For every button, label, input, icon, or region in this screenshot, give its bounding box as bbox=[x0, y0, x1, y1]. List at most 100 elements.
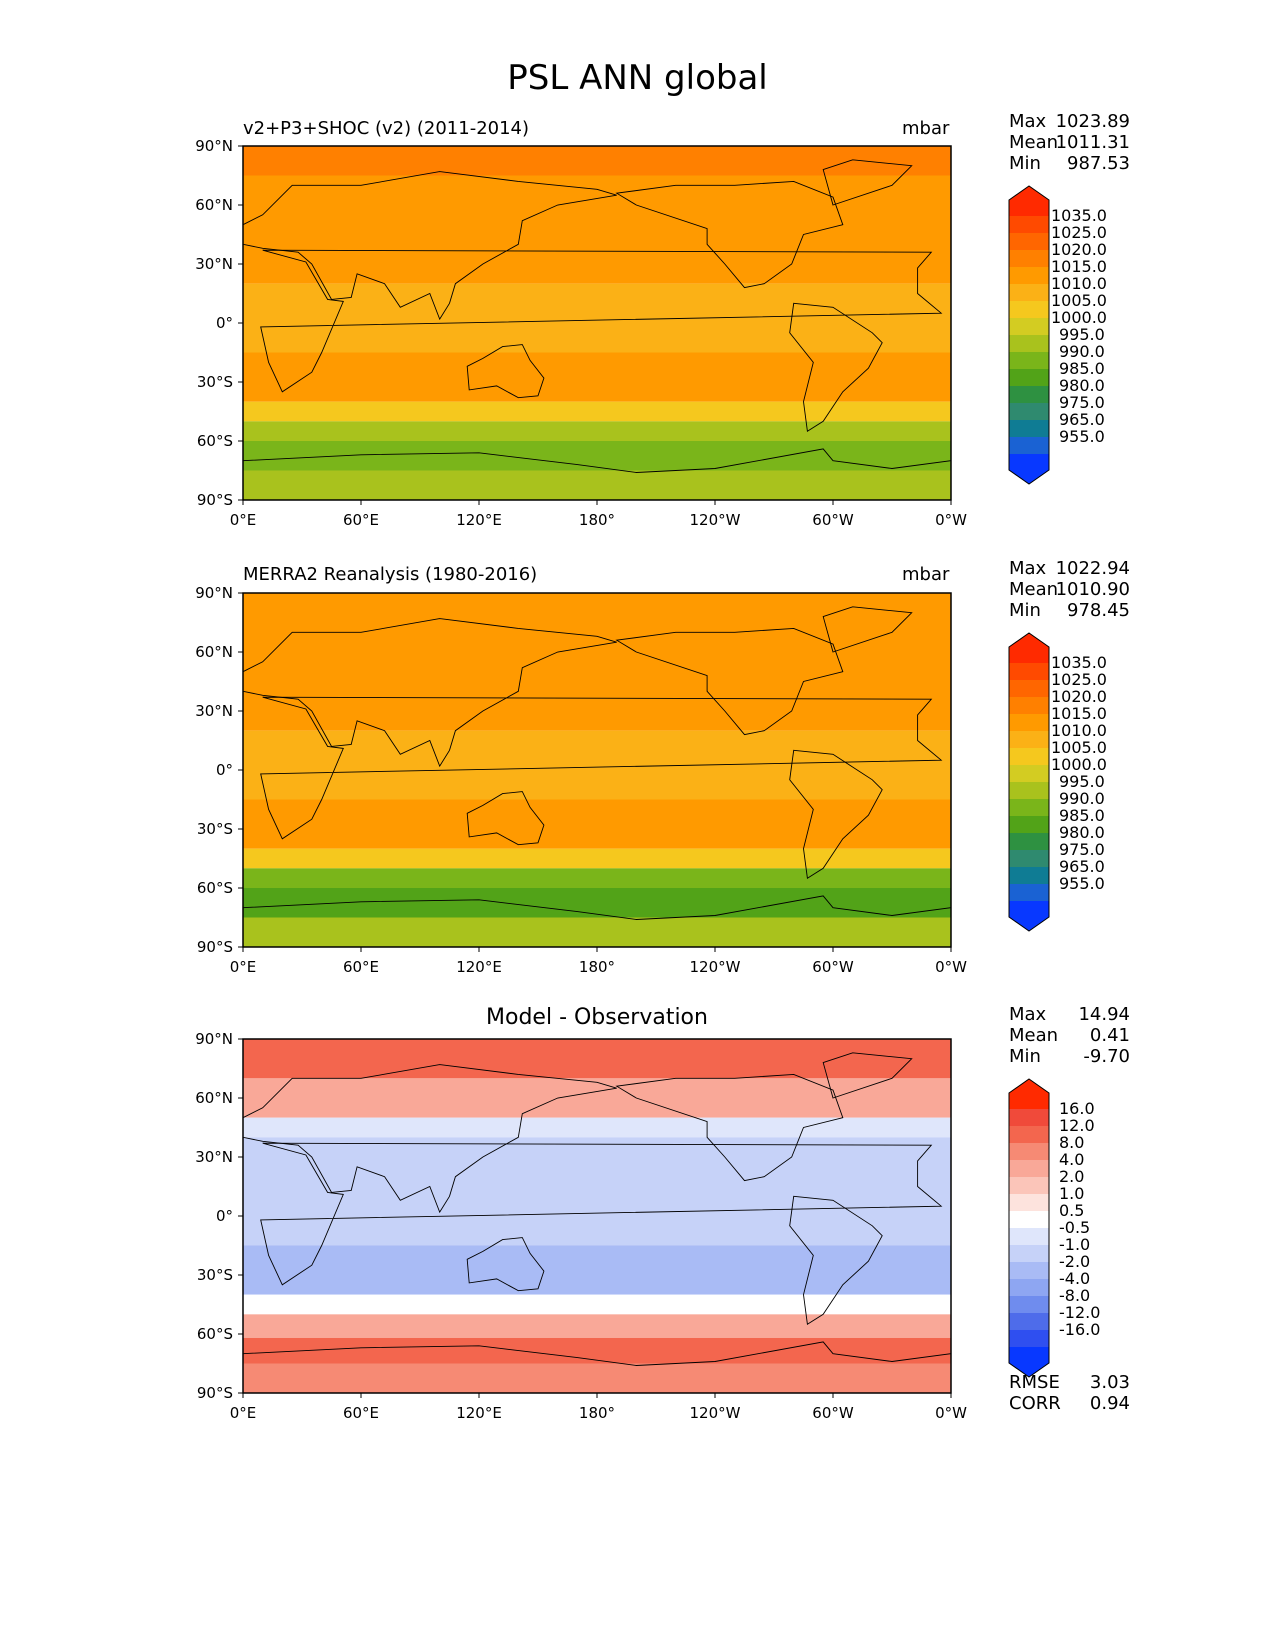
panel1-units: mbar bbox=[902, 118, 950, 139]
panel3-mean-label: Mean bbox=[1009, 1025, 1059, 1046]
colorbar-bin bbox=[1009, 1313, 1049, 1331]
coastline bbox=[466, 791, 545, 846]
field-band bbox=[243, 283, 951, 353]
colorbar-bin bbox=[1009, 1211, 1049, 1229]
coastline bbox=[822, 1052, 913, 1099]
colorbar-label: 1000.0 bbox=[1051, 308, 1107, 327]
colorbar-label: -2.0 bbox=[1059, 1252, 1090, 1271]
colorbar-3 bbox=[1008, 1078, 1050, 1378]
colorbar-bin bbox=[1009, 1245, 1049, 1263]
colorbar-bin bbox=[1009, 748, 1049, 766]
colorbar-label: 1025.0 bbox=[1051, 223, 1107, 242]
coastline bbox=[260, 1142, 943, 1286]
colorbar-label: 985.0 bbox=[1059, 806, 1105, 825]
figure-title: PSL ANN global bbox=[507, 58, 768, 98]
colorbar-bin bbox=[1009, 833, 1049, 851]
field-band bbox=[243, 848, 951, 869]
colorbar-bin bbox=[1009, 1109, 1049, 1127]
colorbar-label: 0.5 bbox=[1059, 1201, 1084, 1220]
x-tick-label: 0°E bbox=[230, 1404, 257, 1422]
y-tick-label: 90°N bbox=[195, 137, 233, 155]
x-tick-label: 0°W bbox=[935, 958, 967, 976]
colorbar-1 bbox=[1008, 185, 1050, 485]
panel3-title: Model - Observation bbox=[486, 1005, 708, 1030]
panel1-mean-value: 1011.31 bbox=[1055, 132, 1130, 153]
colorbar-bin bbox=[1009, 697, 1049, 715]
field-band bbox=[243, 401, 951, 422]
panel3-max-label: Max bbox=[1009, 1004, 1047, 1025]
colorbar-label: 980.0 bbox=[1059, 376, 1105, 395]
colorbar-label: 1000.0 bbox=[1051, 755, 1107, 774]
map-panel-2 bbox=[238, 592, 952, 952]
x-tick-label: 120°E bbox=[456, 958, 502, 976]
field-band bbox=[243, 234, 951, 284]
colorbar-label: 1015.0 bbox=[1051, 257, 1107, 276]
colorbar-label: 1010.0 bbox=[1051, 721, 1107, 740]
coastline bbox=[789, 1195, 883, 1325]
colorbar-outline bbox=[1008, 185, 1050, 485]
field-band bbox=[243, 1137, 951, 1246]
panel3-min-label: Min bbox=[1009, 1046, 1041, 1067]
panel2-min-value: 978.45 bbox=[1067, 600, 1130, 621]
map-panel-3 bbox=[238, 1038, 952, 1398]
colorbar-bin bbox=[1009, 352, 1049, 370]
colorbar-bin bbox=[1009, 1160, 1049, 1178]
colorbar-label: -1.0 bbox=[1059, 1235, 1090, 1254]
coastline bbox=[466, 344, 545, 399]
x-tick-label: 180° bbox=[579, 1404, 615, 1422]
panel3-min-value: -9.70 bbox=[1083, 1046, 1130, 1067]
colorbar-bin bbox=[1009, 233, 1049, 251]
colorbar-label: 965.0 bbox=[1059, 410, 1105, 429]
colorbar-label: 1.0 bbox=[1059, 1184, 1084, 1203]
colorbar-label: 1035.0 bbox=[1051, 206, 1107, 225]
colorbar-bin bbox=[1009, 250, 1049, 268]
rmse-label: RMSE bbox=[1009, 1372, 1060, 1393]
x-tick-label: 60°E bbox=[343, 1404, 379, 1422]
colorbar-2 bbox=[1008, 632, 1050, 932]
x-tick-label: 180° bbox=[579, 511, 615, 529]
y-tick-label: 0° bbox=[216, 314, 233, 332]
colorbar-bin bbox=[1009, 1194, 1049, 1212]
panel1-max-label: Max bbox=[1009, 111, 1047, 132]
colorbar-label: 975.0 bbox=[1059, 840, 1105, 859]
colorbar-bin bbox=[1009, 1279, 1049, 1297]
colorbar-extend-bottom bbox=[1009, 454, 1049, 484]
colorbar-bin bbox=[1009, 318, 1049, 336]
y-tick-label: 60°S bbox=[197, 432, 233, 450]
field-band bbox=[243, 1337, 951, 1364]
colorbar-extend-top bbox=[1009, 1079, 1049, 1109]
panel3-max-value: 14.94 bbox=[1078, 1004, 1130, 1025]
coastline bbox=[789, 749, 883, 879]
colorbar-outline bbox=[1008, 632, 1050, 932]
field-band bbox=[243, 421, 951, 441]
colorbar-bin bbox=[1009, 1330, 1049, 1348]
field-band bbox=[243, 1078, 951, 1118]
y-tick-label: 90°S bbox=[197, 1384, 233, 1402]
colorbar-label: 1005.0 bbox=[1051, 738, 1107, 757]
field-band bbox=[243, 1039, 951, 1079]
colorbar-bin bbox=[1009, 663, 1049, 681]
colorbar-label: 955.0 bbox=[1059, 427, 1105, 446]
colorbar-outline bbox=[1008, 1078, 1050, 1378]
field-band bbox=[243, 146, 951, 176]
panel2-title: MERRA2 Reanalysis (1980-2016) bbox=[243, 564, 538, 585]
panel1-mean-label: Mean bbox=[1009, 132, 1059, 153]
x-tick-label: 120°W bbox=[690, 511, 741, 529]
panel3-mean-value: 0.41 bbox=[1089, 1025, 1130, 1046]
field-band bbox=[243, 470, 951, 500]
x-tick-label: 60°W bbox=[812, 1404, 854, 1422]
field-band bbox=[243, 1245, 951, 1295]
y-tick-label: 90°N bbox=[195, 584, 233, 602]
y-tick-label: 30°S bbox=[197, 373, 233, 391]
colorbar-label: 16.0 bbox=[1059, 1099, 1095, 1118]
coastline bbox=[615, 1073, 844, 1182]
panel1-title: v2+P3+SHOC (v2) (2011-2014) bbox=[243, 118, 530, 139]
colorbar-label: 1005.0 bbox=[1051, 291, 1107, 310]
colorbar-label: 12.0 bbox=[1059, 1116, 1095, 1135]
coastline bbox=[242, 618, 617, 768]
panel2-max-label: Max bbox=[1009, 558, 1047, 579]
panel1-min-label: Min bbox=[1009, 153, 1041, 174]
coastline bbox=[260, 696, 943, 840]
colorbar-bin bbox=[1009, 782, 1049, 800]
colorbar-label: 1020.0 bbox=[1051, 687, 1107, 706]
